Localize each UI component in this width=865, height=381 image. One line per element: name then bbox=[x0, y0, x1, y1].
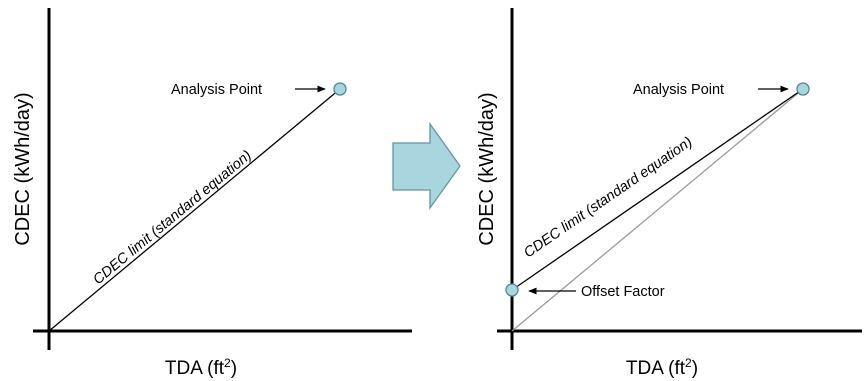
left-y-axis-label: CDEC (kWh/day) bbox=[12, 92, 34, 245]
left-cdec-limit-line bbox=[48, 88, 341, 332]
right-x-label-superscript: 2 bbox=[685, 356, 692, 370]
offset-factor-label: Offset Factor bbox=[581, 284, 665, 300]
right-analysis-point bbox=[796, 82, 810, 96]
left-analysis-point-label: Analysis Point bbox=[171, 82, 262, 98]
right-cdec-limit-line bbox=[511, 88, 804, 291]
left-x-label-superscript: 2 bbox=[224, 356, 231, 370]
left-x-axis-label: TDA (ft2) bbox=[165, 356, 237, 379]
right-cdec-limit-label: CDEC limit (standard equation) bbox=[521, 134, 695, 261]
left-x-label-close: ) bbox=[231, 358, 237, 379]
right-x-axis-label: TDA (ft2) bbox=[626, 356, 698, 379]
right-arrow-icon bbox=[392, 121, 461, 211]
offset-factor-point bbox=[505, 283, 519, 297]
right-x-label-close: ) bbox=[692, 358, 698, 379]
right-y-axis-label: CDEC (kWh/day) bbox=[476, 92, 498, 245]
left-x-label-main: TDA (ft bbox=[165, 358, 225, 379]
left-cdec-limit-label: CDEC limit (standard equation) bbox=[90, 148, 255, 288]
right-panel: Analysis Point Offset Factor CDEC limit … bbox=[476, 8, 862, 379]
left-analysis-point bbox=[333, 82, 347, 96]
right-x-label-main: TDA (ft bbox=[626, 358, 686, 379]
right-analysis-point-label: Analysis Point bbox=[633, 82, 724, 98]
left-panel: Analysis Point CDEC limit (standard equa… bbox=[12, 8, 412, 379]
